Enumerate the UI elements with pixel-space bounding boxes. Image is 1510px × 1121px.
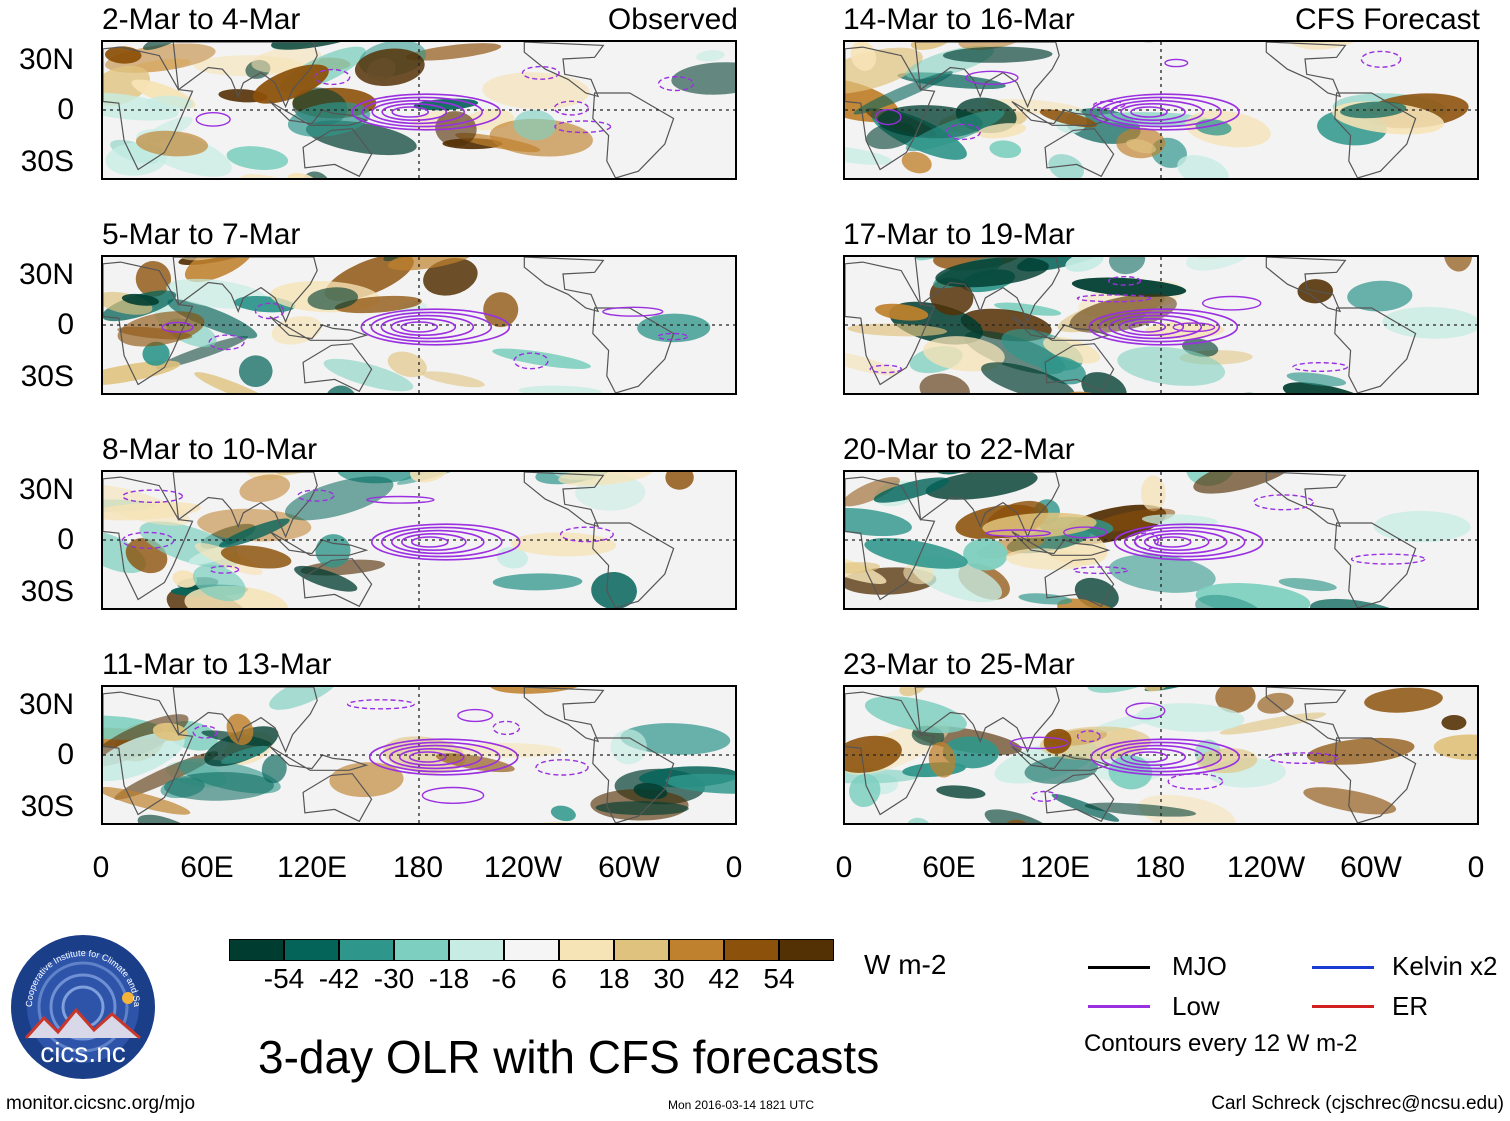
colorbar-label: 6 <box>551 963 567 994</box>
legend-label-low: Low <box>1172 991 1220 1021</box>
map-panel <box>843 255 1479 395</box>
logo-text: cics.nc <box>40 1037 126 1068</box>
x-tick-label: 120E <box>1019 851 1091 884</box>
panel-title: 8-Mar to 10-Mar <box>102 433 318 466</box>
colorbar-label: 18 <box>598 963 630 994</box>
colorbar-swatch <box>339 939 394 961</box>
y-tick-label: 30N <box>18 43 74 76</box>
colorbar-swatch <box>229 939 284 961</box>
panel-title: 17-Mar to 19-Mar <box>843 218 1075 251</box>
panel-title: 20-Mar to 22-Mar <box>843 433 1075 466</box>
colorbar-swatch <box>504 939 559 961</box>
x-tick-label: 60W <box>598 851 660 884</box>
map-panel <box>101 255 737 395</box>
panel-tag-forecast: CFS Forecast <box>1294 3 1480 36</box>
map-panel <box>101 40 737 180</box>
colorbar-swatch <box>614 939 669 961</box>
colorbar-label: -6 <box>491 963 517 994</box>
colorbar-label: 42 <box>708 963 740 994</box>
colorbar-label: 30 <box>653 963 685 994</box>
x-tick-label: 60W <box>1340 851 1402 884</box>
colorbar-label: -54 <box>263 963 305 994</box>
colorbar-swatch <box>394 939 449 961</box>
y-tick-label: 0 <box>57 523 74 556</box>
x-tick-label: 120W <box>483 851 563 884</box>
x-tick-label: 180 <box>392 851 444 884</box>
legend-label-mjo: MJO <box>1172 951 1227 981</box>
y-tick-label: 30S <box>20 360 74 393</box>
cics-logo: Cooperative Institute for Climate and Sa… <box>7 926 156 1080</box>
colorbar-swatch <box>779 939 834 961</box>
legend-line-mjo <box>1088 966 1150 969</box>
map-panel <box>101 470 737 610</box>
footer-timestamp: Mon 2016-03-14 1821 UTC <box>668 1098 815 1112</box>
x-tick-label: 0 <box>1467 851 1485 884</box>
map-panel <box>843 470 1479 610</box>
contour-note: Contours every 12 W m-2 <box>1084 1030 1358 1057</box>
x-tick-label: 60E <box>180 851 234 884</box>
colorbar-swatch <box>669 939 724 961</box>
colorbar-swatch <box>724 939 779 961</box>
legend-line-low <box>1088 1005 1150 1008</box>
panel-title: 23-Mar to 25-Mar <box>843 648 1075 681</box>
y-tick-label: 30S <box>20 575 74 608</box>
legend-line-kelvin <box>1312 966 1374 969</box>
colorbar-swatch <box>284 939 339 961</box>
colorbar-label: -42 <box>318 963 360 994</box>
y-tick-label: 0 <box>57 93 74 126</box>
panel-title: 2-Mar to 4-Mar <box>102 3 301 36</box>
y-tick-label: 0 <box>57 308 74 341</box>
y-tick-label: 30N <box>18 258 74 291</box>
colorbar-label: -30 <box>373 963 415 994</box>
legend-label-er: ER <box>1392 991 1429 1021</box>
x-tick-label: 0 <box>725 851 743 884</box>
y-tick-label: 0 <box>57 738 74 771</box>
chart-title: 3-day OLR with CFS forecasts <box>258 1031 880 1083</box>
legend-line-er <box>1312 1005 1374 1008</box>
colorbar-label: -18 <box>428 963 470 994</box>
x-tick-label: 0 <box>835 851 853 884</box>
x-tick-label: 60E <box>922 851 976 884</box>
x-tick-label: 180 <box>1134 851 1186 884</box>
x-tick-label: 120W <box>1226 851 1306 884</box>
y-tick-label: 30S <box>20 790 74 823</box>
map-panel <box>101 685 737 825</box>
panel-title: 14-Mar to 16-Mar <box>843 3 1075 36</box>
panel-tag-observed: Observed <box>607 3 738 36</box>
legend-label-kelvin: Kelvin x2 <box>1392 951 1498 981</box>
colorbar-swatch <box>449 939 504 961</box>
map-panel <box>843 40 1479 180</box>
x-tick-label: 120E <box>276 851 348 884</box>
colorbar-unit: W m-2 <box>864 949 947 980</box>
map-panel <box>843 685 1479 825</box>
footer-author: Carl Schreck (cjschrec@ncsu.edu) <box>1211 1093 1504 1114</box>
panel-title: 5-Mar to 7-Mar <box>102 218 301 251</box>
panel-title: 11-Mar to 13-Mar <box>102 648 332 681</box>
y-tick-label: 30S <box>20 145 74 178</box>
colorbar-swatch <box>559 939 614 961</box>
footer-url: monitor.cicsnc.org/mjo <box>6 1093 196 1114</box>
y-tick-label: 30N <box>18 688 74 721</box>
x-tick-label: 0 <box>92 851 110 884</box>
colorbar-label: 54 <box>763 963 795 994</box>
y-tick-label: 30N <box>18 473 74 506</box>
